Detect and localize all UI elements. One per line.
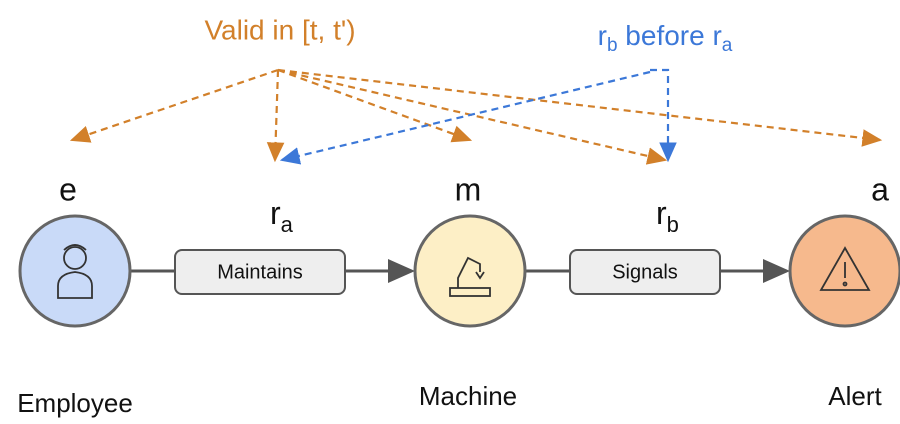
employee-icon [57,244,93,299]
node-symbol: a [871,171,889,207]
order-arrows [279,68,677,165]
node-label: Machine [419,381,517,411]
order-part: r [598,20,607,51]
alert-icon [819,246,871,291]
subscript: a [281,212,294,237]
node-label: Employee [17,388,133,418]
symbol: r [270,195,281,231]
node-symbol: m [455,171,482,207]
relation-label: Maintains [217,261,303,283]
order-part: a [722,35,733,56]
machine-icon [449,256,491,297]
relation-symbol: rb [656,195,679,236]
machine-node [413,214,527,328]
validity-arrows [69,68,883,165]
order-part: b [607,35,618,56]
symbol: r [656,195,667,231]
node-label: Alert [828,381,882,411]
order-part: before r [618,20,722,51]
relation-label: Signals [612,261,678,283]
order-annotation: rb before ra [598,20,733,56]
subscript: b [667,212,679,237]
node-symbol: e [59,171,77,207]
maintains-box [174,249,346,295]
relation-symbol: ra [270,195,294,236]
employee-node [18,214,132,328]
signals-box [569,249,721,295]
validity-annotation: Valid in [t, t') [204,14,355,45]
